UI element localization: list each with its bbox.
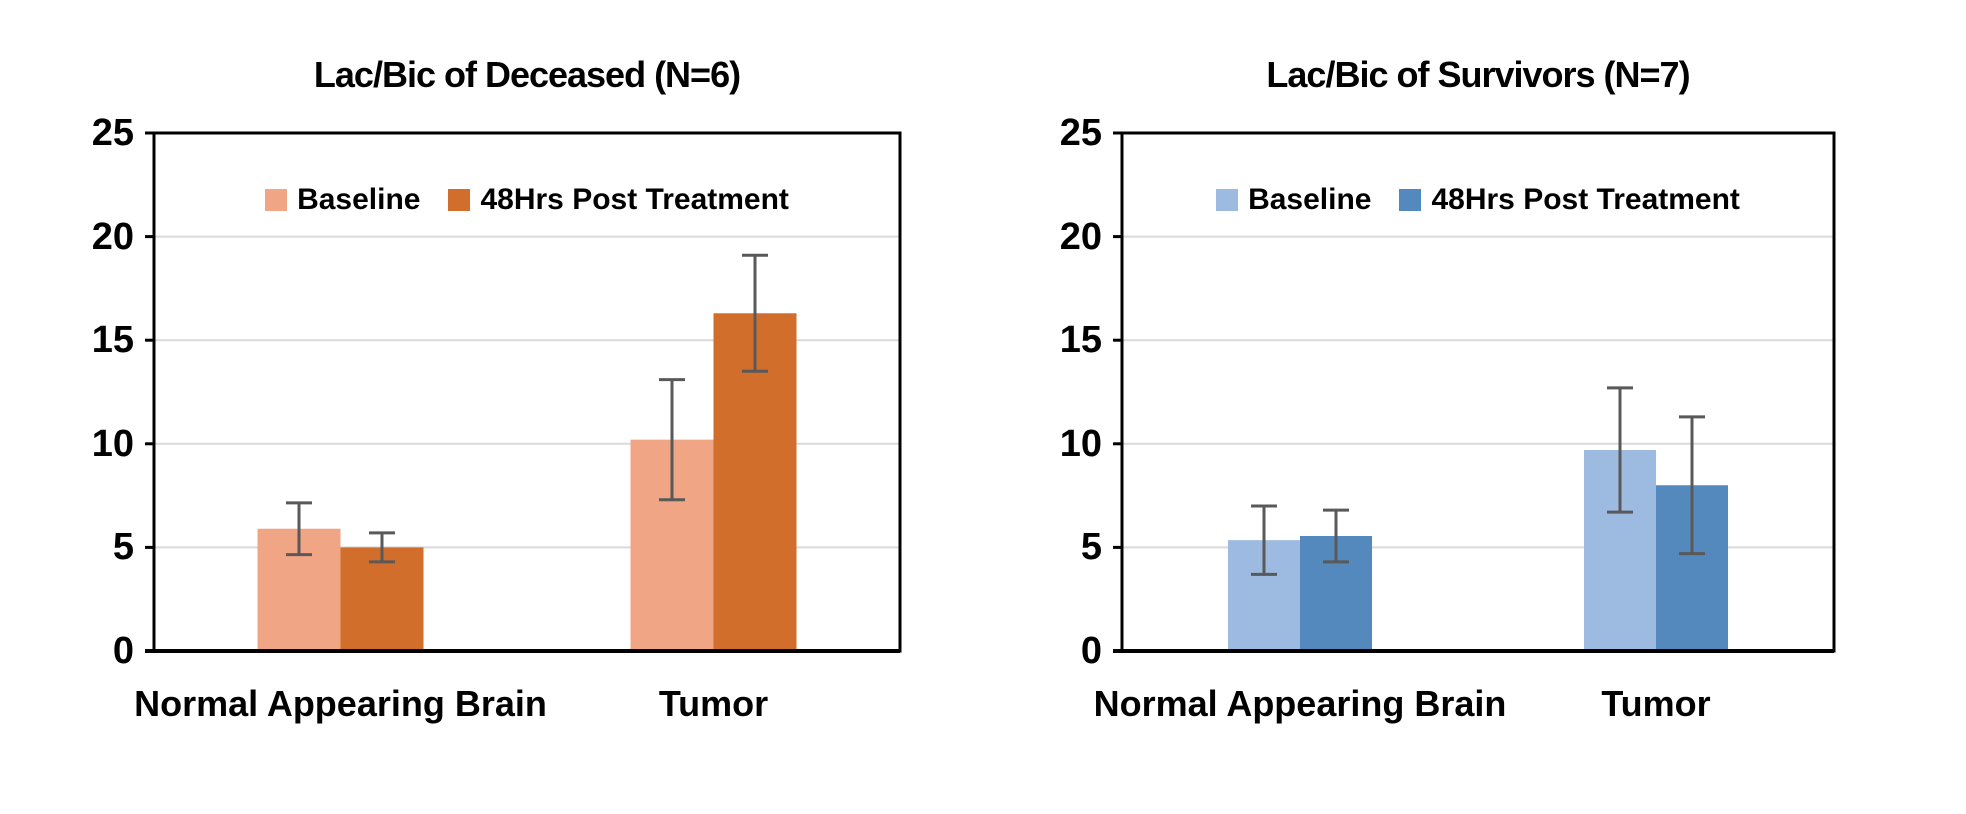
y-tick-label: 10 bbox=[91, 422, 134, 465]
legend-swatch-post-treatment bbox=[448, 189, 471, 211]
legend: Baseline 48Hrs Post Treatment bbox=[154, 184, 900, 216]
chart-deceased: Lac/Bic of Deceased (N=6) Baseline 48Hrs… bbox=[91, 54, 902, 724]
y-tick-label: 5 bbox=[1080, 526, 1102, 569]
legend-label-baseline: Baseline bbox=[1248, 183, 1372, 216]
y-tick-label: 10 bbox=[1059, 422, 1102, 465]
y-tick-label: 15 bbox=[1059, 319, 1102, 362]
legend-item-post-treatment: 48Hrs Post Treatment bbox=[448, 183, 789, 216]
legend-label-baseline: Baseline bbox=[297, 183, 421, 216]
x-category-label-normal-appearing-brain: Normal Appearing Brain bbox=[1093, 683, 1507, 724]
y-tick-label: 20 bbox=[1059, 215, 1102, 258]
y-tick-label: 0 bbox=[112, 630, 134, 672]
x-category-label-normal-appearing-brain: Normal Appearing Brain bbox=[134, 683, 547, 724]
legend-label-post-treatment: 48Hrs Post Treatment bbox=[480, 183, 789, 216]
legend-swatch-baseline bbox=[265, 189, 288, 211]
chart-survivors: Lac/Bic of Survivors (N=7) Baseline 48Hr… bbox=[983, 0, 1966, 814]
legend-item-post-treatment: 48Hrs Post Treatment bbox=[1399, 183, 1740, 216]
y-tick-label: 25 bbox=[91, 112, 134, 154]
legend-item-baseline: Baseline bbox=[1216, 184, 1371, 216]
legend-item-baseline: Baseline bbox=[265, 184, 420, 216]
y-tick-label: 25 bbox=[1059, 112, 1102, 154]
legend-swatch-baseline bbox=[1216, 189, 1239, 211]
y-tick-label: 20 bbox=[91, 215, 134, 258]
legend-swatch-post-treatment bbox=[1399, 189, 1422, 211]
legend-label-post-treatment: 48Hrs Post Treatment bbox=[1431, 183, 1740, 216]
y-tick-label: 15 bbox=[91, 319, 134, 362]
chart-title: Lac/Bic of Deceased (N=6) bbox=[313, 54, 741, 95]
y-tick-label: 0 bbox=[1080, 630, 1102, 672]
x-category-label-tumor: Tumor bbox=[658, 683, 769, 724]
legend: Baseline 48Hrs Post Treatment bbox=[1122, 184, 1834, 216]
plot-area bbox=[1113, 131, 1836, 653]
plot-area bbox=[145, 131, 902, 653]
y-tick-label: 5 bbox=[112, 526, 134, 569]
chart-title: Lac/Bic of Survivors (N=7) bbox=[1266, 54, 1690, 95]
x-category-label-tumor: Tumor bbox=[1601, 683, 1711, 724]
